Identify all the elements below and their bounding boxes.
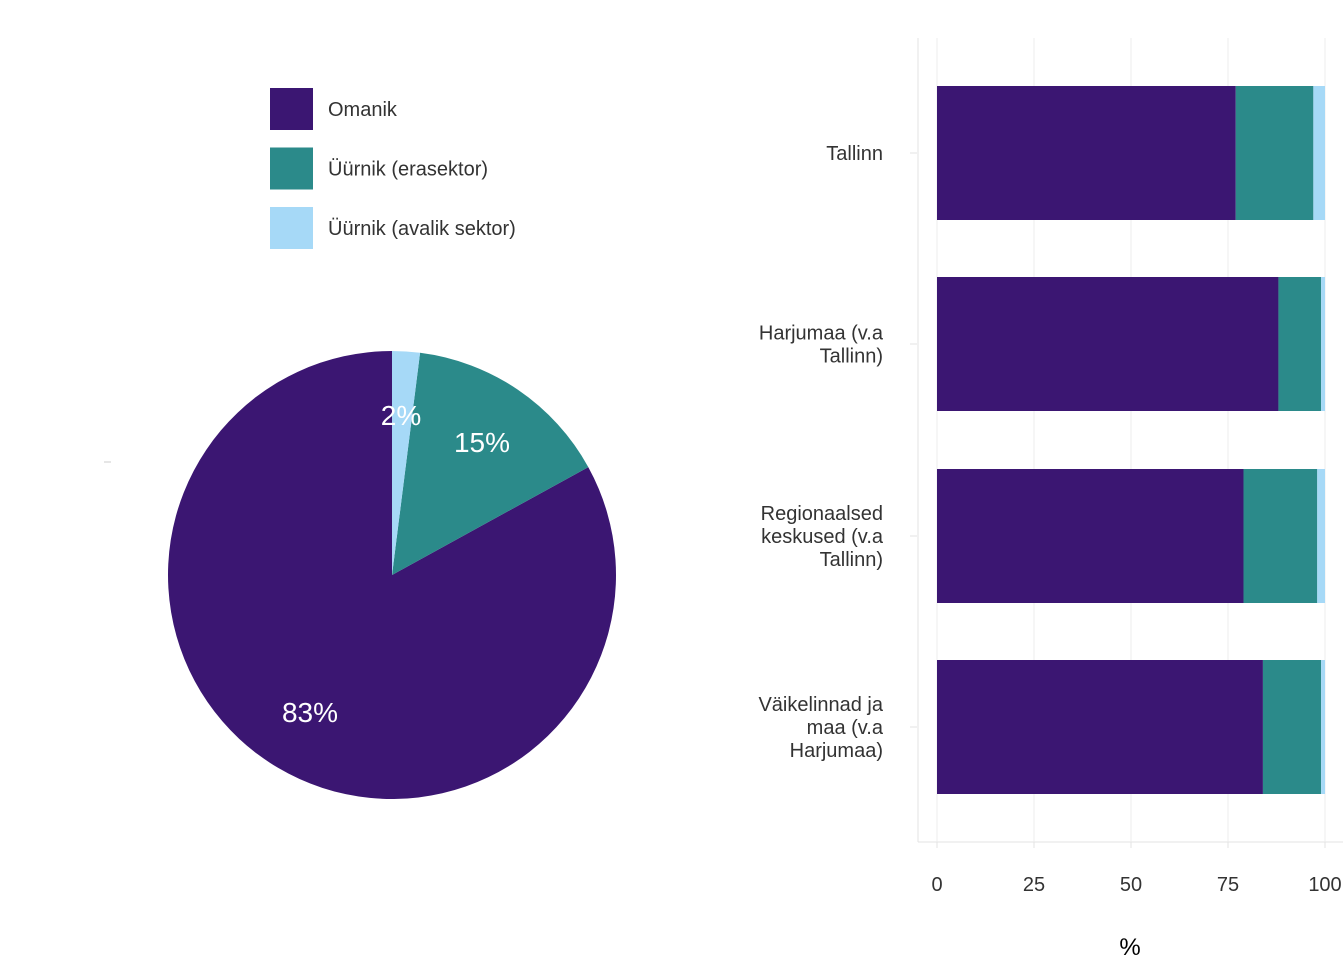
- x-axis-title: %: [1119, 934, 1140, 960]
- bar-segment: [937, 277, 1279, 411]
- y-tick-label-line: Harjumaa (v.a: [759, 323, 884, 345]
- pie-slice: [392, 351, 421, 575]
- pie-label: 2%: [381, 400, 421, 431]
- y-tick-label-line: maa (v.a: [807, 717, 884, 739]
- y-tick-label: Väikelinnad ja maa (v.a Harjumaa): [758, 694, 883, 762]
- y-tick-label-line: Tallinn: [826, 143, 883, 165]
- x-tick-label: 75: [1217, 874, 1239, 896]
- pie-slice: [392, 352, 589, 575]
- bar-segment: [937, 660, 1263, 794]
- y-tick-label-line: Tallinn): [820, 549, 883, 571]
- x-tick-label: 100: [1308, 874, 1341, 896]
- legend-label: Üürnik (erasektor): [328, 159, 488, 181]
- bar-segment: [1243, 469, 1318, 603]
- x-tick-label: 25: [1023, 874, 1045, 896]
- y-tick-label: Harjumaa (v.a Tallinn): [759, 323, 884, 368]
- y-tick-label-line: Tallinn): [820, 346, 883, 368]
- legend-label: Omanik: [328, 99, 398, 121]
- pie-label: 83%: [282, 697, 338, 728]
- y-tick-label: Tallinn: [826, 143, 883, 165]
- pie-chart: 83% 15% 2%: [104, 351, 617, 799]
- legend-label: Üürnik (avalik sektor): [328, 218, 516, 240]
- bar-segment: [1313, 86, 1325, 220]
- y-tick-label-line: Regionaalsed: [761, 503, 883, 525]
- bar-segment: [1321, 660, 1325, 794]
- bar-segment: [937, 86, 1236, 220]
- legend: Omanik Üürnik (erasektor) Üürnik (avalik s…: [270, 88, 516, 249]
- legend-swatch: [270, 147, 313, 190]
- y-tick-label-line: Harjumaa): [790, 740, 883, 762]
- bar-segment: [1262, 660, 1322, 794]
- legend-swatch: [270, 88, 313, 130]
- bar-segment: [1235, 86, 1314, 220]
- bar-segment: [1278, 277, 1322, 411]
- pie-label: 15%: [454, 427, 510, 458]
- y-tick-label-line: Väikelinnad ja: [758, 694, 883, 716]
- legend-swatch: [270, 207, 313, 249]
- bar-segment: [1321, 277, 1325, 411]
- pie-slice: [168, 351, 617, 799]
- y-tick-label: Regionaalsed keskused (v.a Tallinn): [761, 503, 884, 571]
- y-tick-label-line: keskused (v.a: [761, 526, 884, 548]
- x-tick-label: 50: [1120, 874, 1142, 896]
- bar-segment: [937, 469, 1244, 603]
- bar-segment: [1317, 469, 1325, 603]
- x-tick-label: 0: [931, 874, 942, 896]
